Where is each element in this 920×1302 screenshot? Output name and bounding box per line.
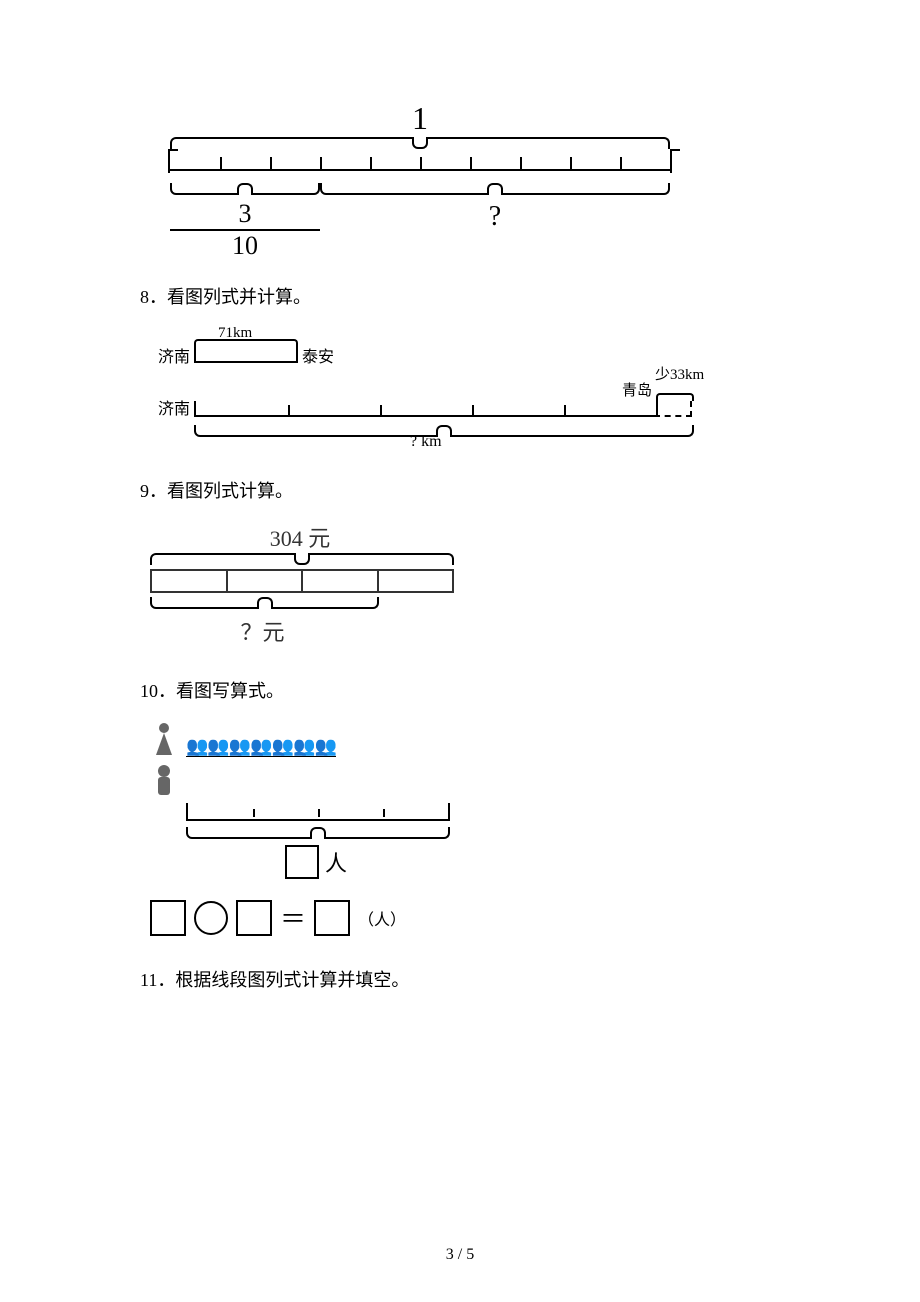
fig8-bar2	[194, 401, 658, 417]
fig9-304-yuan: 304 元	[150, 521, 450, 553]
fig8-less-33km: 少33km	[655, 363, 704, 384]
fig8-row1: 71km 济南 泰安	[150, 327, 710, 371]
fig10-row1: 👥👥👥👥👥👥👥	[150, 721, 450, 757]
fig10-unit: 人	[325, 846, 347, 878]
fig8-jinan-1: 济南	[158, 343, 190, 367]
q10-title: 10．看图写算式。	[140, 677, 780, 703]
q11-title: 11．根据线段图列式计算并填空。	[140, 966, 780, 992]
fig10-row2	[150, 763, 450, 799]
fig10-blank-person: 人	[186, 845, 446, 879]
fig9-bar	[150, 569, 454, 593]
fig9-question-yuan: ？元	[150, 615, 375, 647]
blank-box[interactable]	[285, 845, 319, 879]
fig8-less-brace	[656, 393, 694, 401]
fig9-top-brace	[150, 553, 454, 565]
fig8-dashed-tail	[654, 401, 692, 417]
fig7-right-brace	[320, 183, 670, 195]
fig10-segment-line	[186, 803, 450, 821]
fig7-left-brace	[170, 183, 320, 195]
blank-box[interactable]	[150, 900, 186, 936]
woman-icon	[150, 721, 178, 757]
fig8-row2: 少33km 青岛 济南 ? km	[150, 377, 710, 447]
fig7-num: 3	[170, 201, 320, 231]
fig9-cell	[228, 571, 304, 591]
fig9-bar-diagram: 304 元 ？元	[150, 521, 460, 647]
fig8-jinan-2: 济南	[158, 395, 190, 419]
fig9-cell	[379, 571, 453, 591]
q9-title: 9．看图列式计算。	[140, 477, 780, 503]
question-9: 9．看图列式计算。 304 元 ？元	[140, 477, 780, 647]
q8-title: 8．看图列式并计算。	[140, 283, 780, 309]
fig7-end-r	[670, 149, 672, 173]
fig9-cell	[152, 571, 228, 591]
fig9-bottom-brace	[150, 597, 379, 609]
fig9-cell	[303, 571, 379, 591]
fig7-end-l	[168, 149, 170, 173]
fig8-taian: 泰安	[302, 343, 334, 367]
question-11: 11．根据线段图列式计算并填空。	[140, 966, 780, 992]
fig7-top-label: 1	[170, 100, 670, 137]
fig7-top-brace	[170, 137, 670, 149]
blank-circle[interactable]	[194, 901, 228, 935]
equals-sign: ＝	[280, 899, 306, 936]
fig8-71-brace	[194, 339, 298, 347]
fig8-question-km: ? km	[410, 433, 442, 451]
blank-box[interactable]	[236, 900, 272, 936]
fig7-bottom-row: 3 10 ?	[170, 177, 670, 259]
fig10-equation: ＝ （人）	[150, 899, 450, 936]
fig7-fraction: 3 10	[170, 201, 320, 259]
fig7-question-mark: ?	[320, 201, 670, 233]
fig10-people-glyphs: 👥👥👥👥👥👥👥	[186, 737, 336, 757]
question-8: 8．看图列式并计算。 71km 济南 泰安 少33km 青岛 济南	[140, 283, 780, 447]
fig8-distance-diagram: 71km 济南 泰安 少33km 青岛 济南 ? km	[150, 327, 710, 447]
fig10-people-diagram: 👥👥👥👥👥👥👥 人 ＝	[150, 721, 450, 936]
fig7-ruler	[170, 155, 670, 171]
fig10-paren-unit: （人）	[358, 906, 406, 930]
fig8-big-brace	[194, 425, 694, 437]
page-number: 3 / 5	[0, 1246, 920, 1264]
fig7-fraction-line: 1 3 10 ?	[150, 100, 690, 259]
fig8-bar1	[194, 347, 298, 363]
blank-box[interactable]	[314, 900, 350, 936]
fig7-den: 10	[170, 231, 320, 259]
fig8-qingdao: 青岛	[622, 379, 652, 400]
question-10: 10．看图写算式。 👥👥👥👥👥👥👥 人	[140, 677, 780, 936]
boy-icon	[150, 763, 178, 799]
fig10-brace	[186, 827, 450, 839]
